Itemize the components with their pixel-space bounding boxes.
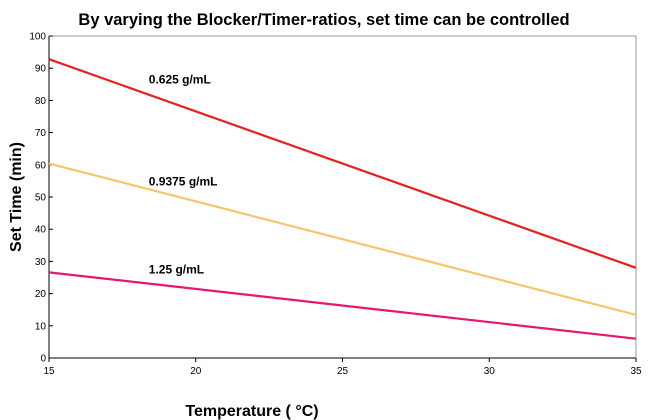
x-tick-label: 25 <box>337 366 349 377</box>
y-tick-label: 40 <box>35 225 47 236</box>
plot-area <box>48 35 637 359</box>
x-tick-label: 20 <box>190 366 202 377</box>
y-tick-label: 10 <box>35 321 47 332</box>
chart-title: By varying the Blocker/Timer-ratios, set… <box>78 11 569 29</box>
series-label: 0.625 g/mL <box>149 72 211 86</box>
series-line <box>48 271 637 340</box>
series-line <box>48 58 637 269</box>
series-label: 0.9375 g/mL <box>149 174 218 188</box>
y-tick-label: 60 <box>35 160 47 171</box>
y-tick-label: 50 <box>35 193 47 204</box>
series-group: 0.625 g/mL 0.9375 g/mL 1.25 g/mL <box>48 58 637 340</box>
x-tick-label: 35 <box>630 366 642 377</box>
y-tick-label: 0 <box>40 354 46 365</box>
y-tick-label: 30 <box>35 257 47 268</box>
series-line <box>48 162 637 316</box>
y-tick-label: 100 <box>29 32 46 43</box>
x-tick-label: 30 <box>484 366 496 377</box>
x-ticks: 15 20 25 30 35 <box>43 358 642 377</box>
y-tick-label: 20 <box>35 289 47 300</box>
y-tick-label: 90 <box>35 64 47 75</box>
y-tick-label: 70 <box>35 128 47 139</box>
series-label: 1.25 g/mL <box>149 262 204 276</box>
x-tick-label: 15 <box>43 366 55 377</box>
y-axis-title: Set Time (min) <box>8 142 25 252</box>
x-axis-title: Temperature ( °C) <box>185 403 318 420</box>
y-tick-label: 80 <box>35 96 47 107</box>
